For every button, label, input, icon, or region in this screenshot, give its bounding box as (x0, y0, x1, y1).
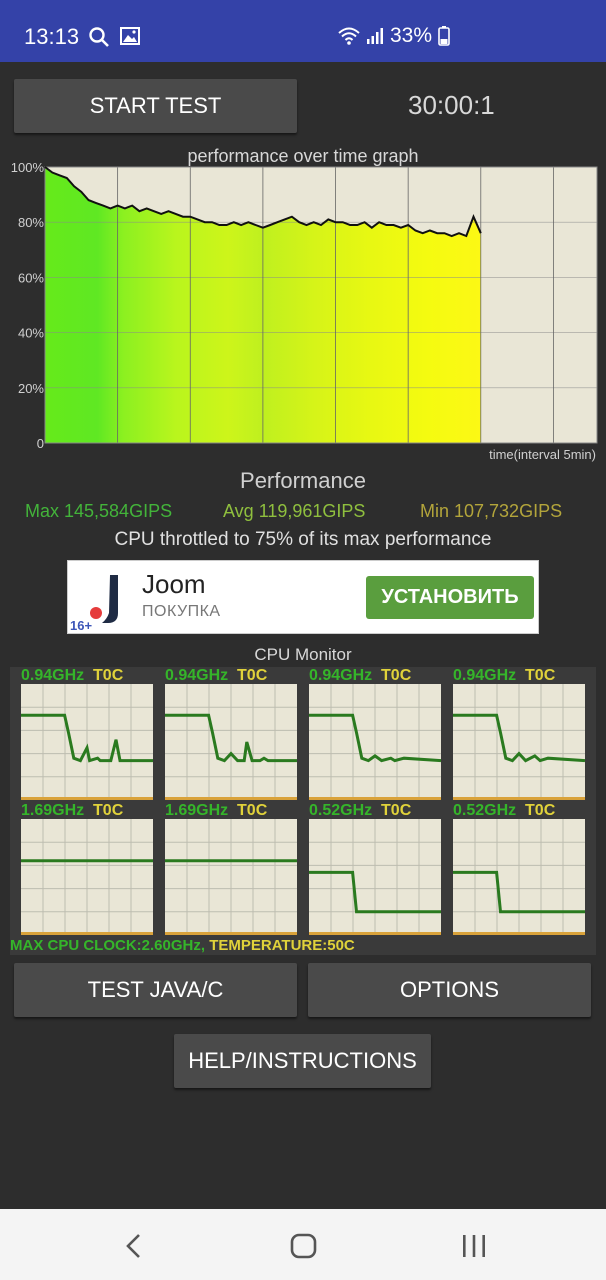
max-performance: Max 145,584GIPS (25, 501, 173, 521)
test-java-button[interactable]: TEST JAVA/C (14, 963, 297, 1017)
cpu-frequency-line (165, 713, 297, 763)
start-test-button[interactable]: START TEST (14, 79, 297, 133)
ad-banner[interactable]: 16+ Joom ПОКУПКА УСТАНОВИТЬ (67, 560, 539, 634)
home-icon[interactable] (290, 1233, 318, 1259)
image-icon (120, 27, 140, 45)
cpu-core-graph (453, 684, 585, 800)
cpu-core-graph (165, 684, 297, 800)
status-time: 13:13 (24, 24, 80, 49)
cpu-core-label: 0.94GHz T0C (21, 667, 123, 685)
test-timer: 30:00:1 (408, 90, 495, 120)
min-performance: Min 107,732GIPS (420, 501, 563, 521)
cpu-core-frequency: 0.52GHz (453, 802, 517, 819)
cpu-monitor-panel: 0.94GHz T0C 0.94GHz T0C 0.94GHz T0C 0.94GHz… (10, 667, 596, 955)
cpu-core-graph (309, 684, 441, 800)
cpu-core-label: 1.69GHz T0C (21, 802, 123, 820)
cpu-frequency-line (453, 713, 585, 763)
wifi-icon (338, 27, 360, 45)
graph-ytick-label: 60% (18, 270, 44, 285)
cpu-core-graph (453, 819, 585, 935)
graph-ytick-label: 40% (18, 326, 44, 341)
graph-title: performance over time graph (187, 146, 419, 166)
install-button[interactable]: УСТАНОВИТЬ (366, 576, 534, 619)
cpu-core-graph (309, 819, 441, 935)
cpu-core-graph (21, 684, 153, 800)
cpu-core-temperature: T0C (228, 667, 268, 684)
cpu-core-graph (165, 819, 297, 935)
cpu-core-temperature: T0C (372, 667, 412, 684)
cpu-core-label: 1.69GHz T0C (165, 802, 267, 820)
graph-ytick-label: 0 (37, 436, 44, 451)
cpu-core-temperature: T0C (516, 667, 556, 684)
cpu-frequency-line (453, 870, 585, 914)
ad-brand: Joom (142, 569, 206, 599)
cpu-core-frequency: 0.94GHz (165, 667, 229, 684)
cpu-core-temperature: T0C (84, 802, 124, 819)
cpu-core-label: 0.94GHz T0C (165, 667, 267, 685)
status-bar: 13:13 33% (0, 0, 606, 62)
max-cpu-clock: MAX CPU CLOCK:2.60GHz, (10, 937, 206, 954)
graph-x-caption: time(interval 5min) (489, 447, 596, 462)
age-rating: 16+ (70, 618, 93, 633)
navigation-bar (0, 1209, 606, 1280)
cpu-core-frequency: 0.52GHz (309, 802, 373, 819)
search-icon (89, 27, 109, 47)
ad-subtitle: ПОКУПКА (142, 603, 221, 620)
cpu-core-frequency: 0.94GHz (453, 667, 517, 684)
help-instructions-button[interactable]: HELP/INSTRUCTIONS (174, 1034, 431, 1088)
cpu-core-temperature: T0C (372, 802, 412, 819)
cpu-frequency-line (309, 713, 441, 763)
joom-logo-icon (90, 575, 118, 623)
cpu-core-frequency: 1.69GHz (21, 802, 85, 819)
graph-frame (44, 166, 598, 444)
back-icon[interactable] (122, 1233, 146, 1259)
battery-percent: 33% (390, 24, 433, 47)
cpu-frequency-line (21, 713, 153, 763)
options-button[interactable]: OPTIONS (308, 963, 591, 1017)
cpu-core-frequency: 0.94GHz (309, 667, 373, 684)
battery-icon (438, 26, 450, 46)
performance-title: Performance (240, 468, 366, 493)
recent-apps-icon[interactable] (460, 1233, 488, 1259)
cpu-monitor-title: CPU Monitor (254, 645, 352, 664)
cpu-core-temperature: T0C (228, 802, 268, 819)
graph-ytick-label: 20% (18, 381, 44, 396)
signal-icon (367, 28, 383, 44)
throttle-message: CPU throttled to 75% of its max performa… (114, 529, 492, 550)
cpu-core-frequency: 0.94GHz (21, 667, 85, 684)
cpu-core-frequency: 1.69GHz (165, 802, 229, 819)
performance-graph: 100% 80% 60% 40% 20% 0 time(interval 5min) (11, 160, 598, 462)
cpu-temperature: TEMPERATURE:50C (205, 937, 355, 954)
graph-ytick-label: 100% (11, 160, 45, 175)
graph-ytick-label: 80% (18, 215, 44, 230)
cpu-core-label: 0.94GHz T0C (453, 667, 555, 685)
cpu-core-label: 0.94GHz T0C (309, 667, 411, 685)
cpu-core-graph (21, 819, 153, 935)
cpu-core-label: 0.52GHz T0C (453, 802, 555, 820)
cpu-core-temperature: T0C (84, 667, 124, 684)
cpu-core-temperature: T0C (516, 802, 556, 819)
cpu-core-label: 0.52GHz T0C (309, 802, 411, 820)
avg-performance: Avg 119,961GIPS (223, 501, 366, 521)
cpu-frequency-line (309, 870, 441, 914)
